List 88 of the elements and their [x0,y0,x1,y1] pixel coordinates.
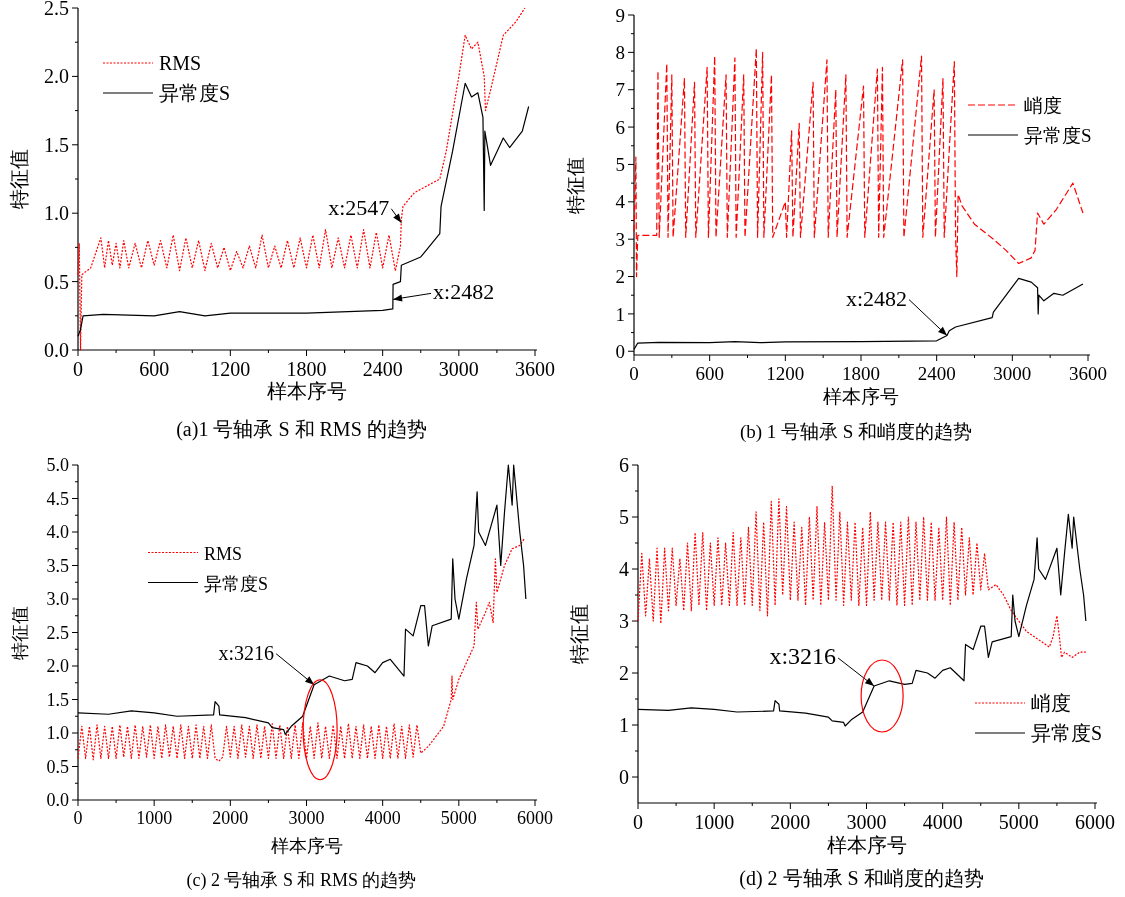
y-tick-label: 2 [619,662,629,684]
x-axis-title: 样本序号 [826,834,907,856]
x-tick-label: 2000 [770,811,811,833]
x-tick-label: 1200 [210,358,251,380]
y-tick-label: 4.5 [46,488,69,509]
y-tick-label: 3.0 [46,589,69,610]
y-tick-label: 2 [615,266,625,288]
y-tick-label: 2.5 [46,622,69,643]
y-tick-label: 5.0 [46,455,69,476]
x-tick-label: 1800 [842,363,880,384]
legend-label: RMS [159,52,202,74]
x-tick-label: 6000 [1075,811,1115,833]
x-axis-title: 样本序号 [823,386,899,407]
y-tick-label: 5 [619,506,629,528]
text: (d) 2 号轴承 S 和峭度的趋势 [739,867,984,890]
legend-label: 异常度S [1031,722,1103,744]
x-tick-label: 3000 [993,363,1032,384]
text: (c) 2 号轴承 S 和 RMS 的趋势 [186,870,417,891]
y-tick-label: 6 [615,116,625,138]
y-tick-label: 9 [615,4,625,26]
x-tick-label: 0 [73,358,83,380]
y-tick-label: 2.0 [44,65,69,88]
x-tick-label: 1000 [136,808,173,828]
x-tick-label: 6000 [517,808,553,828]
annotation: x:2482 [845,285,908,311]
legend-label: 异常度S [204,573,269,594]
line-series [633,48,1084,278]
legend-label: 峭度 [1024,95,1062,116]
y-tick-label: 1 [619,714,629,736]
y-tick-label: 1.5 [44,133,69,156]
x-tick-label: 3600 [1069,363,1107,384]
y-axis-title: 特征值 [568,604,590,664]
x-tick-label: 600 [139,358,170,380]
text: (a)1 号轴承 S 和 RMS 的趋势 [176,418,427,441]
x-tick-label: 2000 [212,808,249,828]
x-tick-label: 2400 [917,363,956,384]
x-tick-label: 3600 [515,358,555,380]
y-tick-label: 7 [615,79,625,101]
x-tick-label: 0 [633,811,643,833]
x-tick-label: 1200 [766,363,805,384]
legend-label: 异常度S [1024,125,1092,146]
y-axis-title: 特征值 [10,605,30,660]
y-tick-label: 1.0 [46,723,69,744]
line-series [77,538,525,762]
y-tick-label: 5 [615,154,625,176]
y-tick-label: 3 [619,610,629,632]
y-tick-label: 2.0 [46,656,69,677]
y-tick-label: 3 [615,228,625,250]
legend-label: 峭度 [1031,692,1071,714]
y-tick-label: 4.0 [46,522,69,543]
legend-label: RMS [204,543,243,564]
y-tick-label: 0 [619,766,629,788]
y-tick-label: 1.5 [46,689,69,710]
y-tick-label: 1.0 [44,202,69,225]
y-tick-label: 6 [619,454,629,476]
y-axis-title: 特征值 [8,149,30,209]
y-tick-label: 2.5 [44,0,69,19]
y-tick-label: 1 [615,303,625,325]
x-axis-title: 样本序号 [270,836,343,856]
annotation: x:2547 [328,194,390,220]
x-tick-label: 600 [695,363,724,384]
y-axis-title: 特征值 [565,156,586,214]
y-tick-label: 0.5 [46,756,69,777]
x-tick-label: 4000 [364,808,401,828]
y-tick-label: 0.0 [44,339,69,361]
x-tick-label: 5000 [440,808,477,828]
x-tick-label: 1000 [694,811,735,833]
text: (b) 1 号轴承 S 和峭度的趋势 [739,421,973,443]
y-tick-label: 8 [615,42,625,64]
y-tick-label: 0.5 [44,270,69,293]
y-tick-label: 0 [615,340,625,362]
y-tick-label: 4 [615,191,626,213]
x-tick-label: 0 [73,808,83,828]
y-tick-label: 4 [619,558,629,580]
x-tick-label: 2400 [362,358,403,380]
x-tick-label: 1800 [286,358,327,380]
legend-label: 异常度S [159,82,231,104]
x-tick-label: 3000 [846,811,887,833]
y-tick-label: 0.0 [46,790,69,811]
x-tick-label: 5000 [998,811,1039,833]
x-tick-label: 4000 [922,811,963,833]
annotation: x:3216 [769,643,837,669]
y-tick-label: 3.5 [46,555,69,576]
annotation: x:2482 [433,279,495,305]
x-tick-label: 3000 [288,808,325,828]
x-axis-title: 样本序号 [266,380,347,402]
x-tick-label: 3000 [438,358,479,380]
annotation: x:3216 [218,641,275,664]
